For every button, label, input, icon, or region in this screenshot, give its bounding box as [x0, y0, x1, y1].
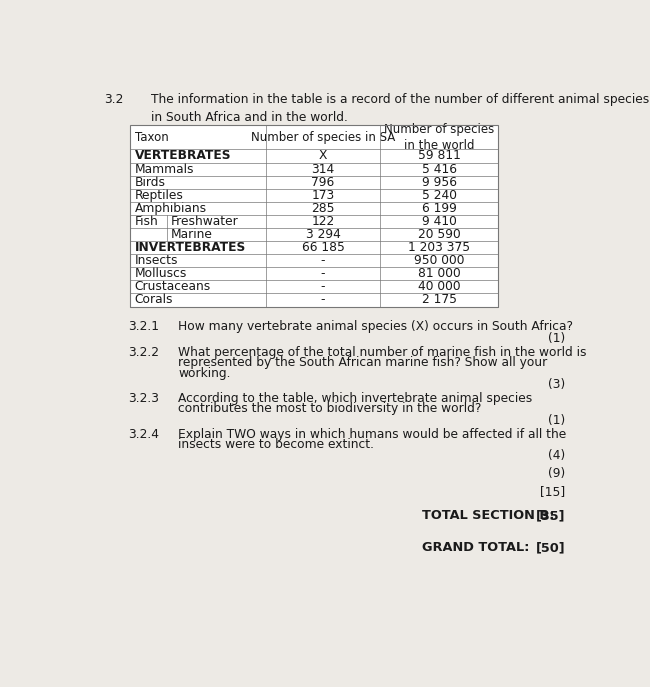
Text: [15]: [15] — [540, 485, 566, 498]
Text: 59 811: 59 811 — [418, 150, 461, 162]
Text: 2 175: 2 175 — [422, 293, 457, 306]
Text: Explain TWO ways in which humans would be affected if all the: Explain TWO ways in which humans would b… — [178, 428, 566, 441]
Text: Reptiles: Reptiles — [135, 189, 183, 202]
Text: 314: 314 — [311, 163, 335, 176]
Text: (9): (9) — [549, 466, 566, 480]
Text: Birds: Birds — [135, 176, 166, 189]
Text: 1 203 375: 1 203 375 — [408, 241, 471, 254]
Text: Freshwater: Freshwater — [170, 215, 238, 228]
Text: 796: 796 — [311, 176, 335, 189]
Text: [35]: [35] — [536, 509, 566, 522]
Text: How many vertebrate animal species (X) occurs in South Africa?: How many vertebrate animal species (X) o… — [178, 320, 573, 333]
Text: Marine: Marine — [170, 228, 213, 241]
Text: Insects: Insects — [135, 254, 178, 267]
Text: 3.2: 3.2 — [105, 93, 124, 106]
Text: 3.2.4: 3.2.4 — [128, 428, 159, 441]
Text: working.: working. — [178, 367, 231, 380]
Text: Corals: Corals — [135, 293, 173, 306]
Text: 81 000: 81 000 — [418, 267, 461, 280]
Text: INVERTEBRATES: INVERTEBRATES — [135, 241, 246, 254]
Text: 3.2.3: 3.2.3 — [128, 392, 159, 405]
Text: (1): (1) — [549, 332, 566, 345]
Text: [50]: [50] — [536, 541, 566, 554]
Text: (3): (3) — [549, 378, 566, 391]
Text: Taxon: Taxon — [135, 131, 168, 144]
Text: 6 199: 6 199 — [422, 202, 457, 215]
Text: Number of species in SA: Number of species in SA — [251, 131, 395, 144]
Text: X: X — [319, 150, 327, 162]
Text: -: - — [321, 267, 325, 280]
Text: 3.2.2: 3.2.2 — [128, 346, 159, 359]
Text: 9 956: 9 956 — [422, 176, 457, 189]
Text: represented by the South African marine fish? Show all your: represented by the South African marine … — [178, 356, 547, 369]
Text: -: - — [321, 254, 325, 267]
Text: 9 410: 9 410 — [422, 215, 457, 228]
Text: 950 000: 950 000 — [414, 254, 465, 267]
Text: (1): (1) — [549, 414, 566, 427]
Text: GRAND TOTAL:: GRAND TOTAL: — [422, 541, 530, 554]
Text: The information in the table is a record of the number of different animal speci: The information in the table is a record… — [151, 93, 649, 124]
Text: 122: 122 — [311, 215, 335, 228]
Text: contributes the most to biodiversity in the world?: contributes the most to biodiversity in … — [178, 403, 482, 416]
Text: 285: 285 — [311, 202, 335, 215]
Text: TOTAL SECTION B:: TOTAL SECTION B: — [422, 509, 554, 522]
Text: 40 000: 40 000 — [418, 280, 461, 293]
Text: Molluscs: Molluscs — [135, 267, 187, 280]
Text: insects were to become extinct.: insects were to become extinct. — [178, 438, 374, 451]
Text: Number of species
in the world: Number of species in the world — [384, 122, 495, 152]
Text: Crustaceans: Crustaceans — [135, 280, 211, 293]
Text: 173: 173 — [311, 189, 335, 202]
Text: 5 416: 5 416 — [422, 163, 457, 176]
Text: According to the table, which invertebrate animal species: According to the table, which invertebra… — [178, 392, 532, 405]
Text: 3 294: 3 294 — [306, 228, 341, 241]
Text: Amphibians: Amphibians — [135, 202, 207, 215]
Text: (4): (4) — [549, 449, 566, 462]
Text: Fish: Fish — [135, 215, 159, 228]
Text: -: - — [321, 293, 325, 306]
Text: -: - — [321, 280, 325, 293]
Bar — [130, 125, 498, 306]
Text: 20 590: 20 590 — [418, 228, 461, 241]
Text: 5 240: 5 240 — [422, 189, 457, 202]
Text: Mammals: Mammals — [135, 163, 194, 176]
Text: VERTEBRATES: VERTEBRATES — [135, 150, 231, 162]
Text: 66 185: 66 185 — [302, 241, 344, 254]
Text: What percentage of the total number of marine fish in the world is: What percentage of the total number of m… — [178, 346, 586, 359]
Bar — [130, 125, 498, 306]
Text: 3.2.1: 3.2.1 — [128, 320, 159, 333]
